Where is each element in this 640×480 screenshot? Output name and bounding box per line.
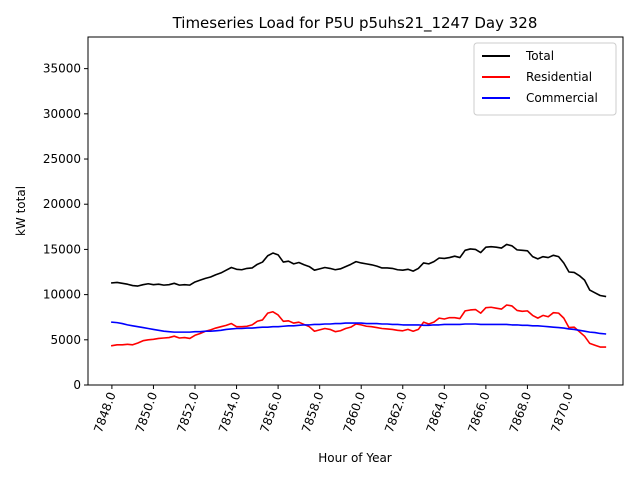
chart-title: Timeseries Load for P5U p5uhs21_1247 Day…: [172, 14, 538, 33]
series-line-residential: [110, 304, 607, 348]
y-tick-label: 10000: [43, 288, 81, 302]
series-line-total: [111, 243, 607, 298]
legend: Total Residential Commercial: [473, 42, 617, 116]
y-tick-label: 15000: [43, 242, 81, 256]
y-tick-label: 5000: [50, 333, 81, 347]
legend-label-residential: Residential: [526, 70, 592, 84]
y-axis: 0 5000 10000 15000 20000 25000 30000 35000: [43, 62, 88, 392]
y-tick-label: 25000: [43, 152, 81, 166]
series-line-commercial: [111, 321, 607, 335]
plot-frame: [87, 36, 624, 386]
y-tick-label: 30000: [43, 107, 81, 121]
series-layer: [110, 243, 607, 348]
legend-label-commercial: Commercial: [526, 91, 598, 105]
y-tick-label: 35000: [43, 62, 81, 76]
y-tick-label: 20000: [43, 197, 81, 211]
y-axis-label: kW total: [14, 186, 28, 236]
legend-label-total: Total: [525, 49, 554, 63]
y-tick-label: 0: [73, 378, 81, 392]
x-axis-label: Hour of Year: [318, 451, 392, 465]
